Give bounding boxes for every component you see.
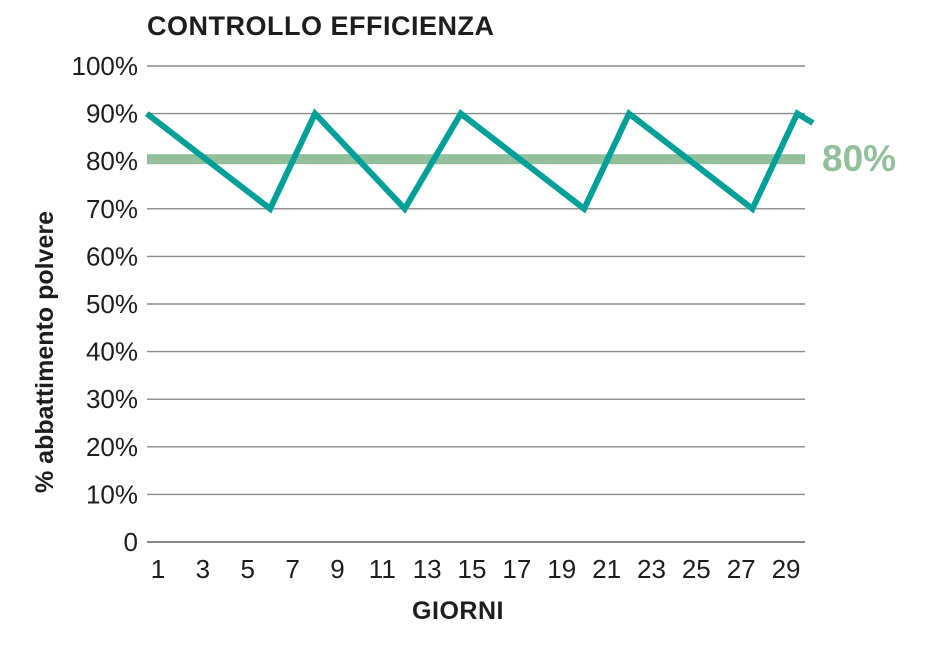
x-tick-label: 7 <box>285 554 299 584</box>
y-tick-label: 10% <box>86 479 138 509</box>
x-tick-label: 25 <box>682 554 711 584</box>
y-tick-label: 60% <box>86 241 138 271</box>
y-tick-label: 90% <box>86 99 138 129</box>
x-tick-label: 29 <box>772 554 801 584</box>
y-tick-label: 20% <box>86 432 138 462</box>
x-axis-title: GIORNI <box>412 597 504 625</box>
x-tick-label: 5 <box>240 554 254 584</box>
x-tick-label: 9 <box>330 554 344 584</box>
y-tick-label: 50% <box>86 289 138 319</box>
y-tick-label: 30% <box>86 384 138 414</box>
x-tick-label: 21 <box>592 554 621 584</box>
x-tick-label: 3 <box>196 554 210 584</box>
efficiency-line <box>144 108 815 214</box>
threshold-value-label: 80% <box>822 138 897 179</box>
x-tick-label: 23 <box>637 554 666 584</box>
x-tick-label: 13 <box>413 554 442 584</box>
x-tick-label: 19 <box>547 554 576 584</box>
y-tick-label: 40% <box>86 337 138 367</box>
x-tick-label: 11 <box>369 554 396 584</box>
chart-title: CONTROLLO EFFICIENZA <box>147 11 495 41</box>
x-tick-label: 27 <box>727 554 756 584</box>
x-tick-label: 1 <box>151 554 165 584</box>
y-tick-label: 80% <box>86 146 138 176</box>
y-tick-label: 100% <box>72 51 139 81</box>
x-tick-label: 15 <box>458 554 487 584</box>
y-tick-label: 70% <box>86 194 138 224</box>
threshold-band <box>147 154 805 165</box>
y-tick-label: 0 <box>124 527 138 557</box>
x-tick-label: 17 <box>502 554 531 584</box>
